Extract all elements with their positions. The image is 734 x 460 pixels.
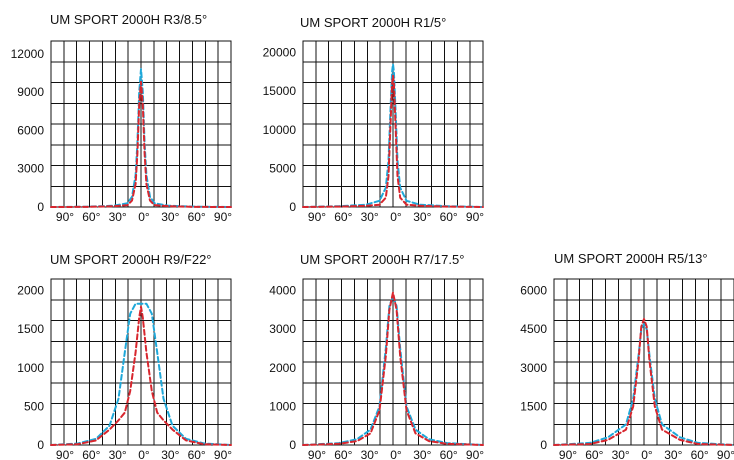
x-tick-label: 90° xyxy=(466,210,484,224)
plot-frame xyxy=(553,278,734,446)
x-tick-label: 60° xyxy=(82,448,100,460)
plot-frame xyxy=(50,40,232,208)
x-tick-label: 90° xyxy=(56,448,74,460)
y-tick-label: 2000 xyxy=(269,361,296,375)
grid xyxy=(51,279,231,445)
grid xyxy=(303,279,483,445)
chart-2: UM SPORT 2000H R1/5° 0 5000 10000 15000 20000… xyxy=(263,15,485,224)
x-tick-label: 30° xyxy=(612,448,630,460)
y-tick-label: 6000 xyxy=(520,284,547,298)
x-tick-label: 90° xyxy=(717,448,734,460)
y-tick-label: 0 xyxy=(540,438,547,452)
x-tick-label: 0° xyxy=(138,448,150,460)
series-line-2 xyxy=(302,74,484,208)
x-tick-label: 30° xyxy=(109,448,127,460)
y-tick-label: 10000 xyxy=(263,123,297,137)
y-tick-label: 3000 xyxy=(269,322,296,336)
y-tick-label: 1500 xyxy=(17,322,44,336)
chart-title: UM SPORT 2000H R1/5° xyxy=(300,15,446,30)
grid xyxy=(51,41,231,207)
y-tick-label: 0 xyxy=(289,200,296,214)
x-tick-label: 90° xyxy=(466,448,484,460)
x-tick-label: 30° xyxy=(413,448,431,460)
x-tick-label: 30° xyxy=(109,210,127,224)
x-tick-label: 0° xyxy=(390,448,402,460)
x-tick-label: 90° xyxy=(214,210,232,224)
y-tick-label: 500 xyxy=(24,399,44,413)
y-tick-label: 4500 xyxy=(520,322,547,336)
y-tick-label: 20000 xyxy=(263,46,297,60)
x-tick-label: 90° xyxy=(56,210,74,224)
y-tick-label: 0 xyxy=(37,438,44,452)
chart-5: UM SPORT 2000H R5/13° 0 1500 3000 4500 6000 90… xyxy=(520,251,734,460)
x-tick-label: 60° xyxy=(334,448,352,460)
series-line-2 xyxy=(50,80,232,208)
y-tick-label: 0 xyxy=(289,438,296,452)
y-tick-label: 3000 xyxy=(520,361,547,375)
chart-title: UM SPORT 2000H R5/13° xyxy=(554,251,708,266)
x-tick-label: 60° xyxy=(691,448,709,460)
plot-frame xyxy=(50,278,232,446)
chart-title: UM SPORT 2000H R9/F22° xyxy=(50,252,212,267)
x-tick-label: 90° xyxy=(559,448,577,460)
chart-3: UM SPORT 2000H R9/F22° 0 500 1000 1500 2000 90… xyxy=(17,252,232,460)
chart-title: UM SPORT 2000H R7/17.5° xyxy=(300,252,464,267)
y-tick-label: 6000 xyxy=(17,123,44,137)
x-tick-label: 60° xyxy=(585,448,603,460)
x-tick-label: 0° xyxy=(641,448,653,460)
x-tick-label: 30° xyxy=(361,210,379,224)
series-line-1 xyxy=(553,323,734,446)
x-tick-label: 30° xyxy=(161,210,179,224)
series-line-1 xyxy=(302,63,484,208)
x-tick-label: 30° xyxy=(161,448,179,460)
plot-frame xyxy=(302,278,484,446)
y-tick-label: 4000 xyxy=(269,284,296,298)
series-line-1 xyxy=(50,68,232,208)
x-tick-label: 60° xyxy=(188,210,206,224)
x-tick-label: 60° xyxy=(82,210,100,224)
x-tick-label: 60° xyxy=(440,448,458,460)
x-tick-label: 90° xyxy=(308,210,326,224)
x-tick-label: 30° xyxy=(413,210,431,224)
y-tick-label: 1500 xyxy=(520,399,547,413)
y-tick-label: 3000 xyxy=(17,162,44,176)
series-line-1 xyxy=(50,302,232,446)
x-tick-label: 0° xyxy=(390,210,402,224)
x-tick-label: 30° xyxy=(664,448,682,460)
y-tick-label: 2000 xyxy=(17,284,44,298)
chart-title: UM SPORT 2000H R3/8.5° xyxy=(50,12,207,27)
y-tick-label: 15000 xyxy=(263,84,297,98)
y-tick-label: 5000 xyxy=(269,161,296,175)
series-line-2 xyxy=(302,291,484,446)
y-tick-label: 12000 xyxy=(11,47,45,61)
y-tick-label: 9000 xyxy=(17,85,44,99)
y-tick-label: 1000 xyxy=(269,399,296,413)
x-tick-label: 30° xyxy=(361,448,379,460)
y-tick-label: 1000 xyxy=(17,361,44,375)
plot-frame xyxy=(302,40,484,208)
grid xyxy=(554,279,734,445)
x-tick-label: 60° xyxy=(440,210,458,224)
chart-4: UM SPORT 2000H R7/17.5° 0 1000 2000 3000 4000… xyxy=(269,252,484,460)
y-tick-label: 0 xyxy=(37,200,44,214)
series-line-2 xyxy=(50,305,232,446)
chart-1: UM SPORT 2000H R3/8.5° 0 3000 6000 9000 12000… xyxy=(11,12,233,224)
x-tick-label: 90° xyxy=(308,448,326,460)
x-tick-label: 60° xyxy=(188,448,206,460)
x-tick-label: 0° xyxy=(138,210,150,224)
x-tick-label: 60° xyxy=(334,210,352,224)
x-tick-label: 90° xyxy=(214,448,232,460)
series-line-2 xyxy=(553,317,734,446)
